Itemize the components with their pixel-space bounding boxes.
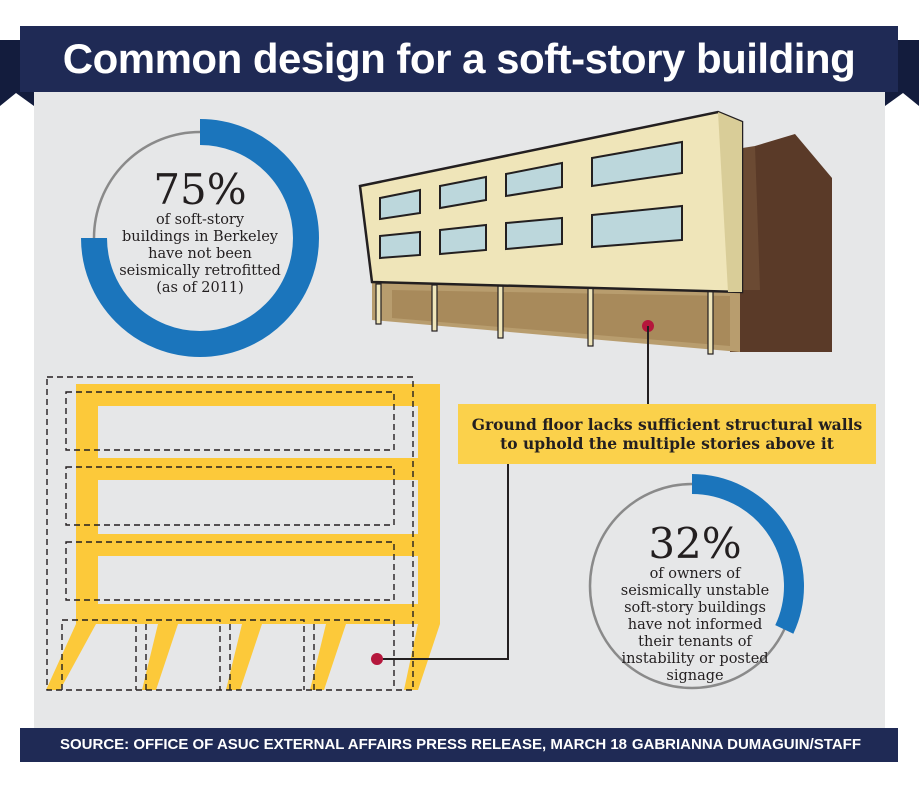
- callout-line-1: Ground floor lacks sufficient structural…: [471, 415, 863, 434]
- building-windows: [379, 140, 683, 260]
- stat-75-line: of soft-story: [155, 212, 245, 228]
- facade-edge: [718, 112, 742, 292]
- frame-shear-overlay: [46, 384, 440, 690]
- stat-75-line: (as of 2011): [156, 280, 244, 296]
- source-credit: SOURCE: OFFICE OF ASUC EXTERNAL AFFAIRS …: [60, 736, 628, 753]
- stat-75-line: seismically retrofitted: [119, 263, 281, 279]
- stat-32-line: have not informed: [627, 617, 763, 633]
- stat-75-line: have not been: [148, 246, 252, 262]
- stat-32: 32% of owners of seismically unstable so…: [595, 522, 795, 685]
- callout-box: [458, 404, 876, 464]
- frame-diagram: [46, 376, 440, 691]
- donut-chart-32: [588, 474, 804, 690]
- stat-32-line: soft-story buildings: [624, 600, 766, 616]
- stat-75-value: 75%: [153, 165, 247, 214]
- donut-chart-75: [81, 119, 319, 357]
- leader-lines: [383, 326, 649, 660]
- staff-credit: GABRIANNA DUMAGUIN/STAFF: [631, 736, 861, 753]
- donut-value-arc: [81, 119, 319, 357]
- footer-bar: [20, 728, 898, 762]
- stat-75-line: buildings in Berkeley: [121, 229, 279, 245]
- stat-32-line: seismically unstable: [620, 583, 770, 599]
- callout-text: Ground floor lacks sufficient structural…: [458, 404, 876, 464]
- stat-32-line: signage: [666, 668, 724, 684]
- title-banner: [20, 26, 898, 92]
- building-illustration: [358, 110, 832, 355]
- donut-value-arc: [691, 474, 804, 634]
- stat-32-line: of owners of: [649, 566, 741, 582]
- stat-75: 75% of soft-story buildings in Berkeley …: [100, 168, 300, 297]
- ground-floor-inner: [392, 290, 730, 346]
- page-title: Common design for a soft-story building: [62, 35, 856, 82]
- stat-32-value: 32%: [648, 519, 742, 568]
- frame-ground-marker: [371, 653, 383, 665]
- frame-dashed-outline: [46, 376, 414, 691]
- callout-line-2: to uphold the multiple stories above it: [500, 434, 834, 453]
- stat-32-line: their tenants of: [638, 634, 752, 650]
- stat-32-line: instability or posted: [621, 651, 769, 667]
